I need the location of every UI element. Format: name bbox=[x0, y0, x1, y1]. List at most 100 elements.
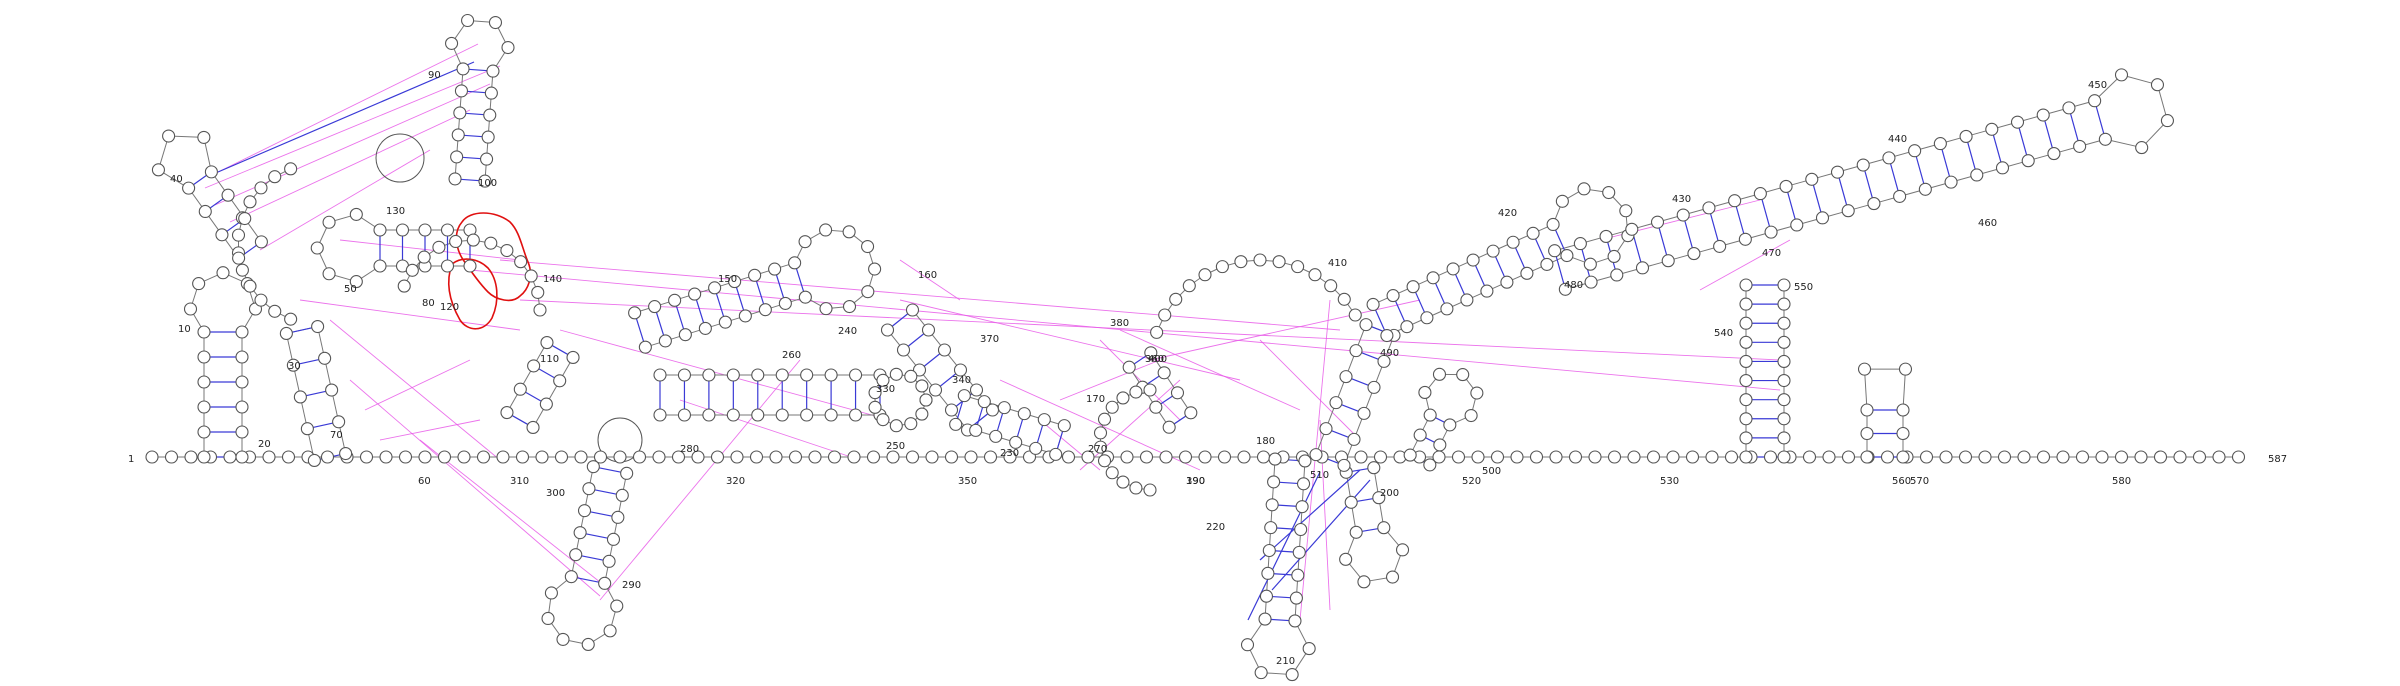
nucleotide bbox=[318, 351, 332, 365]
nucleotide bbox=[1395, 543, 1410, 557]
nucleotide bbox=[653, 368, 667, 382]
nucleotide bbox=[1308, 268, 1322, 282]
nucleotide bbox=[905, 450, 920, 464]
position-label: 570 bbox=[1910, 476, 1929, 487]
nucleotide bbox=[398, 450, 413, 464]
nucleotide bbox=[957, 389, 971, 403]
nucleotide bbox=[1217, 450, 1232, 464]
nucleotide bbox=[450, 150, 464, 164]
nucleotide bbox=[1198, 450, 1212, 464]
nucleotide bbox=[1777, 335, 1791, 349]
nucleotide bbox=[1105, 400, 1119, 414]
nucleotide bbox=[1372, 491, 1386, 505]
nucleotide bbox=[453, 106, 467, 120]
nucleotide bbox=[889, 367, 903, 381]
nucleotide bbox=[198, 204, 212, 219]
nucleotide bbox=[235, 400, 249, 414]
nucleotide bbox=[2010, 115, 2025, 129]
nucleotide bbox=[1739, 297, 1753, 311]
tertiary-link bbox=[1059, 359, 1161, 401]
nucleotide bbox=[691, 450, 705, 464]
nucleotide bbox=[1215, 260, 1229, 274]
nucleotide bbox=[483, 108, 497, 122]
nucleotide bbox=[573, 526, 587, 540]
nucleotide bbox=[1526, 226, 1540, 240]
nucleotide bbox=[1958, 450, 1973, 464]
nucleotide bbox=[544, 586, 558, 600]
nucleotide bbox=[593, 450, 608, 464]
nucleotide bbox=[1237, 450, 1251, 464]
nucleotide bbox=[632, 450, 647, 464]
nucleotide bbox=[1676, 208, 1690, 222]
nucleotide bbox=[915, 407, 929, 421]
nucleotide bbox=[418, 223, 432, 237]
nucleotide bbox=[997, 401, 1011, 415]
position-label: 140 bbox=[543, 274, 562, 285]
nucleotide bbox=[1546, 217, 1560, 232]
nucleotide bbox=[1908, 144, 1922, 158]
nucleotide bbox=[1602, 185, 1616, 200]
nucleotide bbox=[281, 450, 296, 464]
nucleotide bbox=[1529, 450, 1544, 464]
nucleotide bbox=[749, 450, 764, 464]
nucleotide bbox=[476, 450, 491, 464]
nucleotide bbox=[1406, 280, 1420, 294]
tertiary-link bbox=[1319, 419, 1331, 611]
position-label: 170 bbox=[1086, 394, 1105, 405]
position-label: 290 bbox=[622, 580, 641, 591]
nucleotide bbox=[2134, 450, 2148, 464]
nucleotide bbox=[541, 611, 555, 626]
nucleotide bbox=[847, 450, 861, 464]
highlight-outline bbox=[455, 212, 532, 302]
nucleotide bbox=[1970, 168, 1984, 182]
nucleotide bbox=[2153, 450, 2168, 464]
nucleotide bbox=[702, 408, 716, 422]
nucleotide bbox=[1880, 450, 1895, 464]
nucleotide bbox=[235, 375, 249, 389]
nucleotide bbox=[1116, 475, 1130, 489]
nucleotide bbox=[449, 234, 463, 249]
canonical-pair bbox=[2068, 107, 2081, 147]
nucleotide bbox=[1254, 666, 1268, 680]
nucleotide bbox=[638, 340, 652, 354]
nucleotide bbox=[969, 383, 984, 397]
nucleotide bbox=[397, 279, 411, 293]
nucleotide bbox=[1739, 278, 1753, 292]
nucleotide bbox=[1822, 450, 1836, 464]
nucleotide bbox=[728, 275, 742, 289]
nucleotide bbox=[827, 450, 842, 464]
position-labels: 1 587 10 20 30 40 50 60 70 80 90 100 110 120 130 140 1… bbox=[128, 70, 2287, 667]
nucleotide bbox=[1129, 481, 1143, 495]
position-label: 330 bbox=[876, 384, 895, 395]
nucleotide bbox=[1344, 495, 1358, 509]
tertiary-link bbox=[499, 259, 1341, 331]
nucleotide bbox=[448, 172, 462, 186]
nucleotide bbox=[798, 290, 812, 304]
position-label: 380 bbox=[1110, 318, 1129, 329]
nucleotide bbox=[1386, 289, 1400, 303]
nucleotide bbox=[1288, 614, 1302, 628]
nucleotide bbox=[1349, 344, 1363, 358]
nucleotide bbox=[1385, 570, 1400, 584]
nucleotide bbox=[2114, 450, 2129, 464]
nucleotide bbox=[1420, 311, 1434, 325]
nucleotide bbox=[197, 425, 211, 439]
nucleotide bbox=[1003, 450, 1017, 464]
nucleotide bbox=[192, 277, 206, 291]
nucleotide bbox=[556, 632, 570, 646]
nucleotide bbox=[1739, 393, 1753, 407]
nucleotide bbox=[1265, 498, 1279, 512]
nucleotide bbox=[440, 223, 455, 237]
nucleotide bbox=[373, 223, 387, 237]
tertiary-link bbox=[229, 109, 471, 223]
nucleotide bbox=[880, 323, 895, 337]
tertiary-link bbox=[379, 419, 481, 441]
nucleotide bbox=[2135, 141, 2149, 155]
nucleotide bbox=[1650, 215, 1665, 229]
position-label: 410 bbox=[1328, 258, 1347, 269]
canonical-pair bbox=[1682, 214, 1695, 254]
position-label: 500 bbox=[1482, 466, 1501, 477]
highlight-outline bbox=[447, 258, 498, 330]
canonical-pair bbox=[1554, 250, 1566, 290]
nucleotide bbox=[268, 304, 282, 318]
